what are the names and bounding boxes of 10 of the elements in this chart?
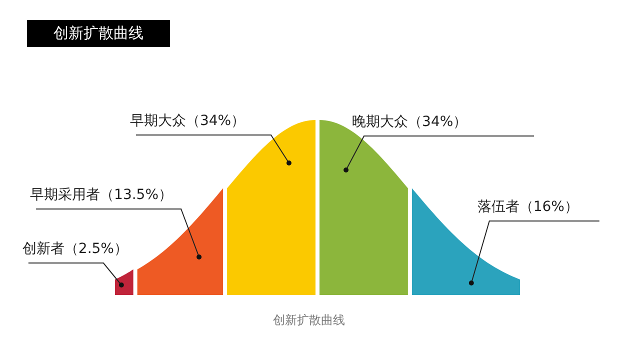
- data-label: （16%）: [519, 199, 578, 215]
- text: 创新扩散曲线: [272, 312, 346, 329]
- category-label: 早期大众: [130, 113, 186, 129]
- category-label: 落伍者: [477, 199, 520, 215]
- data-label: （34%）: [186, 113, 246, 129]
- text: 创新扩散曲线: [27, 20, 170, 47]
- category-label: 晚期大众: [352, 114, 408, 130]
- category-label: 早期采用者: [30, 187, 100, 203]
- data-label: （34%）: [408, 114, 468, 130]
- data-label: （13.5%）: [100, 187, 173, 203]
